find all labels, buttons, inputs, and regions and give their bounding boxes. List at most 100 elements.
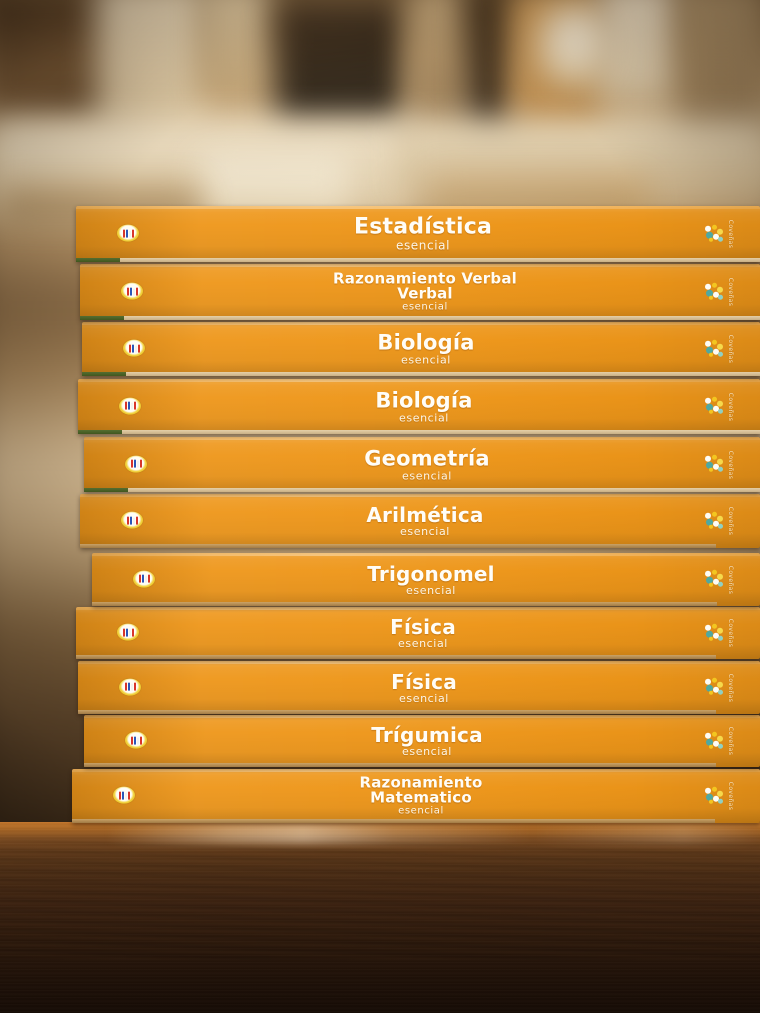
spine-title-line: Biología [375, 388, 473, 412]
spine-title-line: Razonamiento Verbal [333, 269, 517, 288]
publisher-dots-logo-icon [705, 224, 724, 243]
spine-title-block: Razonamiento Matematico esencial [222, 773, 620, 817]
book-spine[interactable]: Trigonomel esencial Coveñas [92, 553, 760, 606]
books-badge-icon [117, 623, 139, 641]
spine-title-line: Física [390, 615, 456, 639]
spine-subtitle: esencial [398, 805, 444, 817]
books-badge-icon [119, 397, 141, 415]
spine-top-highlight [92, 553, 760, 556]
page-block-edge [72, 819, 760, 823]
publisher-block: Coveñas [705, 392, 734, 421]
publisher-block: Coveñas [705, 726, 734, 756]
spine-subtitle: esencial [402, 301, 448, 313]
book-spine[interactable]: Geometría esencial Coveñas [84, 437, 760, 492]
book-spine[interactable]: Estadística esencial Coveñas [76, 206, 760, 262]
publisher-dots-logo-icon [705, 677, 724, 697]
page-block-edge [84, 763, 760, 767]
books-badge-icon [113, 786, 135, 804]
page-block-edge [80, 316, 760, 320]
publisher-block: Coveñas [705, 673, 734, 702]
book-spine[interactable]: Trígumica esencial Coveñas [84, 715, 760, 767]
spine-title-block: Razonamiento Verbal Verbal esencial [230, 269, 620, 313]
publisher-name: Coveñas [727, 334, 734, 364]
spine-title-block: Biología esencial [228, 388, 620, 424]
spine-title-block: Geometría esencial [234, 446, 620, 482]
publisher-name: Coveñas [727, 726, 734, 756]
spine-title-line: Física [391, 669, 457, 694]
publisher-dots-logo-icon [705, 282, 724, 301]
page-block-edge [80, 544, 760, 548]
spine-title-line: Trígumica [371, 723, 483, 747]
publisher-dots-logo-icon [705, 511, 724, 530]
spine-title-line: Verbal [397, 284, 453, 303]
books-badge-icon [125, 731, 147, 749]
book-spine[interactable]: Arilmética esencial Coveñas [80, 494, 760, 548]
table-wood-grain [0, 840, 760, 960]
spine-title-block: Física esencial [226, 617, 620, 649]
publisher-name: Coveñas [727, 450, 734, 479]
books-badge-icon [133, 570, 155, 588]
spine-title-line: Biología [377, 330, 475, 355]
publisher-block: Coveñas [705, 277, 734, 307]
page-block-edge [78, 710, 760, 714]
spine-title-line: Trigonomel [367, 561, 495, 586]
publisher-name: Coveñas [727, 277, 734, 307]
publisher-name: Coveñas [727, 618, 734, 648]
spine-title-block: Trigonomel esencial [242, 564, 620, 596]
publisher-block: Coveñas [705, 334, 734, 364]
spine-subtitle: esencial [406, 583, 456, 597]
spine-top-highlight [78, 379, 760, 382]
publisher-block: Coveñas [705, 220, 734, 248]
books-badge-icon [125, 455, 147, 473]
publisher-block: Coveñas [705, 506, 734, 536]
spine-title-block: Estadística esencial [226, 216, 620, 253]
spine-title-block: Arilmética esencial [230, 505, 620, 537]
books-badge-icon [119, 678, 141, 696]
book-spine[interactable]: Física esencial Coveñas [78, 661, 760, 714]
book-spine[interactable]: Física esencial Coveñas [76, 607, 760, 659]
spine-subtitle: esencial [401, 353, 451, 367]
table-edge-highlight [0, 822, 760, 844]
page-block-edge [82, 372, 760, 376]
spine-top-highlight [78, 661, 760, 664]
book-spine[interactable]: Biología esencial Coveñas [82, 322, 760, 376]
page-block-edge [78, 430, 760, 434]
spine-top-highlight [72, 769, 760, 772]
page-block-edge [76, 258, 760, 262]
books-badge-icon [117, 224, 139, 242]
spine-top-highlight [80, 494, 760, 497]
spine-title-line: Razonamiento [359, 773, 483, 792]
spine-title-block: Biología esencial [232, 330, 620, 367]
spine-title-line: Matematico [370, 788, 472, 807]
spine-title-line: Arilmética [366, 503, 484, 527]
books-badge-icon [121, 511, 143, 529]
publisher-dots-logo-icon [705, 786, 724, 805]
spine-subtitle: esencial [399, 411, 449, 424]
page-block-edge [92, 602, 760, 606]
spine-top-highlight [76, 607, 760, 610]
book-spine[interactable]: Razonamiento Verbal Verbal esencial Coveñas [80, 264, 760, 320]
spine-subtitle: esencial [402, 745, 452, 758]
publisher-dots-logo-icon [705, 396, 724, 416]
publisher-name: Coveñas [727, 506, 734, 536]
publisher-name: Coveñas [727, 781, 734, 811]
publisher-dots-logo-icon [705, 454, 724, 474]
publisher-name: Coveñas [727, 565, 734, 594]
wooden-table-surface [0, 822, 760, 1013]
publisher-dots-logo-icon [705, 569, 724, 589]
spine-subtitle: esencial [395, 238, 451, 253]
spine-top-highlight [84, 715, 760, 718]
publisher-name: Coveñas [727, 673, 734, 702]
book-spine[interactable]: Razonamiento Matematico esencial Coveñas [72, 769, 760, 823]
spine-title-line: Geometría [364, 446, 490, 470]
spine-top-highlight [80, 264, 760, 267]
page-block-edge [76, 655, 760, 659]
publisher-dots-logo-icon [705, 731, 724, 750]
book-spine[interactable]: Biología esencial Coveñas [78, 379, 760, 434]
publisher-dots-logo-icon [705, 339, 724, 358]
spine-subtitle: esencial [399, 691, 449, 705]
spine-subtitle: esencial [400, 525, 450, 538]
spine-title-block: Trígumica esencial [234, 725, 620, 757]
